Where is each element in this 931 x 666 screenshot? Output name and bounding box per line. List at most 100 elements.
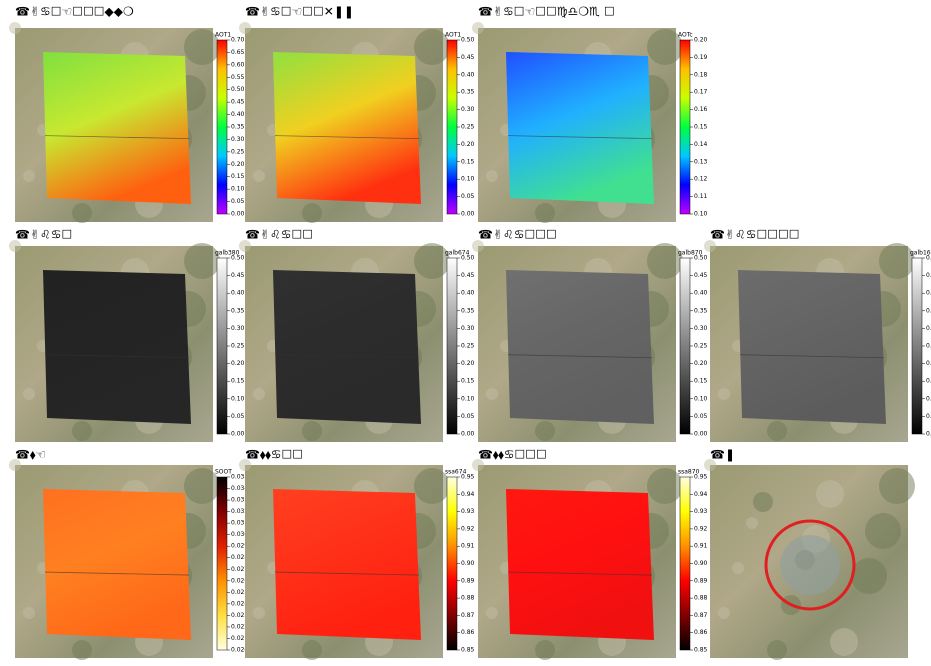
colorbar-tick-label: 0.05 [461,193,475,200]
colorbar-tick-label: 0.00 [231,211,245,218]
colorbar-label: AOT1 [445,32,461,39]
colorbar-tick-label: 0.40 [461,290,475,297]
colorbar-tick-label: 0.87 [694,612,708,619]
colorbar [447,258,457,434]
colorbar-tick-label: 0.15 [231,173,245,180]
panel-title: ☎✌♌♋☐ [15,228,72,242]
terrain-patch [253,170,265,182]
terrain-patch [9,240,21,252]
aerosol-field [738,270,886,424]
panel: ☎⬧⬧♋☐☐☐ssa8700.950.940.930.920.910.900.8… [472,448,708,661]
panel-title: ☎✌♋☐☜☐☐☐◆◆❍ [15,5,134,19]
colorbar-tick-label: 0.10 [461,176,475,183]
terrain-patch [746,517,758,529]
terrain-patch [302,421,322,441]
terrain-patch [879,468,915,504]
colorbar-tick-label: 0.35 [694,307,708,314]
colorbar-tick-label: 0.05 [231,413,245,420]
colorbar-tick-label: 0.30 [231,136,245,143]
colorbar-tick-label: 0.40 [231,290,245,297]
terrain-patch [767,640,787,660]
colorbar-tick-label: 0.35 [231,124,245,131]
colorbar-tick-label: 0.00 [461,211,475,218]
colorbar-tick-label: 0.45 [461,54,475,61]
colorbar-tick-label: 0.17 [694,89,708,96]
colorbar-tick-label: 0.15 [694,124,708,131]
colorbar-tick-label: 0.88 [461,595,475,602]
terrain-patch [851,558,887,594]
terrain-patch [472,22,484,34]
colorbar-tick-label: 0.86 [461,629,475,636]
colorbar-tick-label: 0.10 [231,186,245,193]
panel: ☎✌♋☐☜☐☐☐◆◆❍AOT10.700.650.600.550.500.450… [9,5,245,224]
colorbar-tick-label: 0.10 [231,395,245,402]
colorbar-tick-label: 0.3 [926,307,931,314]
colorbar-tick-label: 0.55 [231,74,245,81]
colorbar-tick-label: 0.90 [694,560,708,567]
colorbar-tick-label: 0.1 [926,395,931,402]
panel-title: ☎⬧⬧♋☐☐☐ [478,448,547,462]
colorbar-tick-label: 0.89 [694,577,708,584]
terrain-patch [535,640,555,660]
terrain-patch [830,628,858,656]
city-area [780,535,840,595]
colorbar-tick-label: 0.00 [694,431,708,438]
colorbar-tick-label: 0.86 [694,629,708,636]
colorbar-tick-label: 0.2 [926,343,931,350]
colorbar-tick-label: 0.94 [694,491,708,498]
colorbar-tick-label: 0.40 [461,71,475,78]
panel-title: ☎⬧⬧♋☐☐ [245,448,303,462]
colorbar [912,258,922,434]
terrain-patch [704,240,716,252]
terrain-patch [879,243,915,279]
colorbar-tick-label: 0.20 [461,360,475,367]
colorbar-tick-label: 0.25 [461,343,475,350]
colorbar [447,40,457,214]
colorbar-tick-label: 0.70 [231,37,245,44]
terrain-patch [23,170,35,182]
colorbar-tick-label: 0.20 [231,161,245,168]
aerosol-field [506,489,654,640]
terrain-patch [647,243,683,279]
terrain-patch [865,513,901,549]
panel: ☎❚ [704,448,915,661]
colorbar-tick-label: 0.35 [461,89,475,96]
colorbar [217,477,227,650]
colorbar-tick-label: 0.4 [926,290,931,297]
terrain-patch [239,459,251,471]
colorbar-tick-label: 0.95 [461,474,475,481]
colorbar-tick-label: 0.89 [461,577,475,584]
terrain-patch [535,203,555,223]
aerosol-field [273,489,421,640]
terrain-patch [816,480,844,508]
aerosol-field [273,52,421,204]
colorbar-tick-label: 0.20 [694,360,708,367]
colorbar [447,477,457,650]
colorbar-tick-label: 0.94 [461,491,475,498]
colorbar-tick-label: 0.00 [231,431,245,438]
colorbar-tick-label: 0.05 [461,413,475,420]
aerosol-field [506,270,654,424]
colorbar-tick-label: 0.2 [926,360,931,367]
colorbar-tick-label: 0.50 [694,255,708,262]
colorbar-tick-label: 0.50 [231,255,245,262]
panel: ☎✌♌♋☐galb3800.500.450.400.350.300.250.20… [9,228,245,443]
terrain-patch [184,243,220,279]
colorbar-tick-label: 0.93 [461,508,475,515]
colorbar-tick-label: 0.25 [461,124,475,131]
colorbar-tick-label: 0.91 [461,543,475,550]
colorbar-tick-label: 0.14 [694,141,708,148]
terrain-patch [72,640,92,660]
colorbar-tick-label: 0.35 [461,307,475,314]
colorbar-tick-label: 0.25 [694,343,708,350]
colorbar-tick-label: 0.88 [694,595,708,602]
colorbar-tick-label: 0.3 [926,325,931,332]
panel-title: ☎⬧☜ [15,448,46,462]
colorbar-tick-label: 0.45 [231,99,245,106]
aerosol-field [43,52,191,204]
colorbar-tick-label: 0.87 [461,612,475,619]
panel: ☎✌♋☐☜☐☐♍♎❍♏ ☐AOTc0.200.190.180.170.160.1… [472,5,708,224]
panel-title: ☎❚ [710,448,735,462]
colorbar-tick-label: 0.93 [694,508,708,515]
terrain-patch [23,388,35,400]
